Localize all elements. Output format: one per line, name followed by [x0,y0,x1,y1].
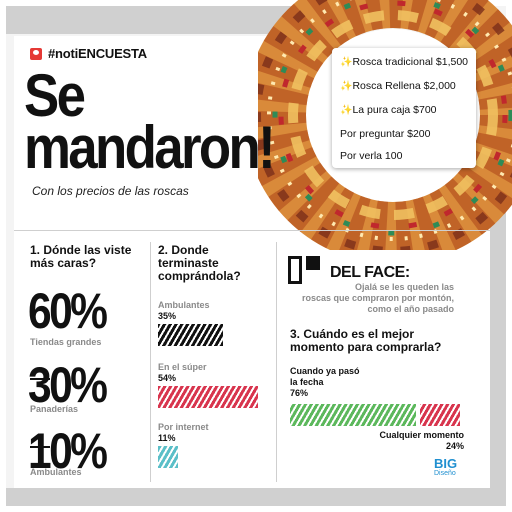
q1-label-1: Tiendas grandes [30,337,102,347]
face-title: DEL FACE: [330,264,410,281]
page-title: Se mandaron! [24,62,276,181]
q2-bar-3 [158,446,178,468]
title-line-1: Se [24,62,86,129]
sparkle-icon: ✨ [340,81,353,92]
q2-bar-2 [158,386,258,408]
q3-title: 3. Cuándo es el mejor momento para compr… [290,327,442,354]
face-quote: Ojalá se les queden las roscas que compr… [301,282,454,314]
q3-bar-2 [420,404,460,426]
q1-label-2: Panaderías [30,404,79,414]
sparkle-icon: ✨ [340,57,353,68]
price-item: ✨Rosca tradicional $1,500 [340,56,469,68]
logo-name: BIG [434,456,458,471]
rule [30,446,50,448]
bottom-gray-band [6,488,506,506]
price-item: ✨La pura caja $700 [340,104,437,116]
q1-pct-2: 30% [28,357,108,413]
q2-label-3: Por internet [158,422,209,432]
q2-value-1: 35% [158,311,177,321]
top-gray-band [6,6,296,34]
q1-pct-1: 60% [28,283,108,339]
q2-title: 2. Donde terminaste comprándola? [158,243,241,283]
q2-value-2: 54% [158,373,177,383]
price-item: Por preguntar $200 [340,128,431,140]
q2-label-2: En el súper [158,362,207,372]
q3-label-1: Cuando ya pasó la fecha 76% [290,366,360,398]
price-item: ✨Rosca Rellena $2,000 [340,80,456,92]
subtitle: Con los precios de las roscas [32,184,189,198]
quote-icon [288,256,320,284]
q2-value-3: 11% [158,433,176,443]
q3-bar-1 [290,404,416,426]
survey-header: #notiENCUESTA [30,46,147,61]
survey-tag: #notiENCUESTA [48,46,147,61]
q1-label-3: Ambulantes [30,467,82,477]
q2-label-1: Ambulantes [158,300,210,310]
q1-title: 1. Dónde las viste más caras? [30,243,132,270]
price-list-box: ✨Rosca tradicional $1,500 ✨Rosca Rellena… [332,48,476,168]
column-divider [150,242,151,482]
rule [30,378,50,380]
q3-label-2: Cualquier momento 24% [379,430,464,451]
q2-bar-1 [158,324,223,346]
column-divider [276,242,277,482]
title-line-2: mandaron! [24,114,276,181]
big-diseno-logo: BIG Diseño [434,456,458,477]
section-divider [14,230,490,231]
q1-pct-3: 10% [28,423,108,479]
logo-sub: Diseño [434,470,456,477]
sparkle-icon: ✨ [340,105,353,116]
user-icon [30,47,42,60]
price-item: Por verla 100 [340,150,403,162]
